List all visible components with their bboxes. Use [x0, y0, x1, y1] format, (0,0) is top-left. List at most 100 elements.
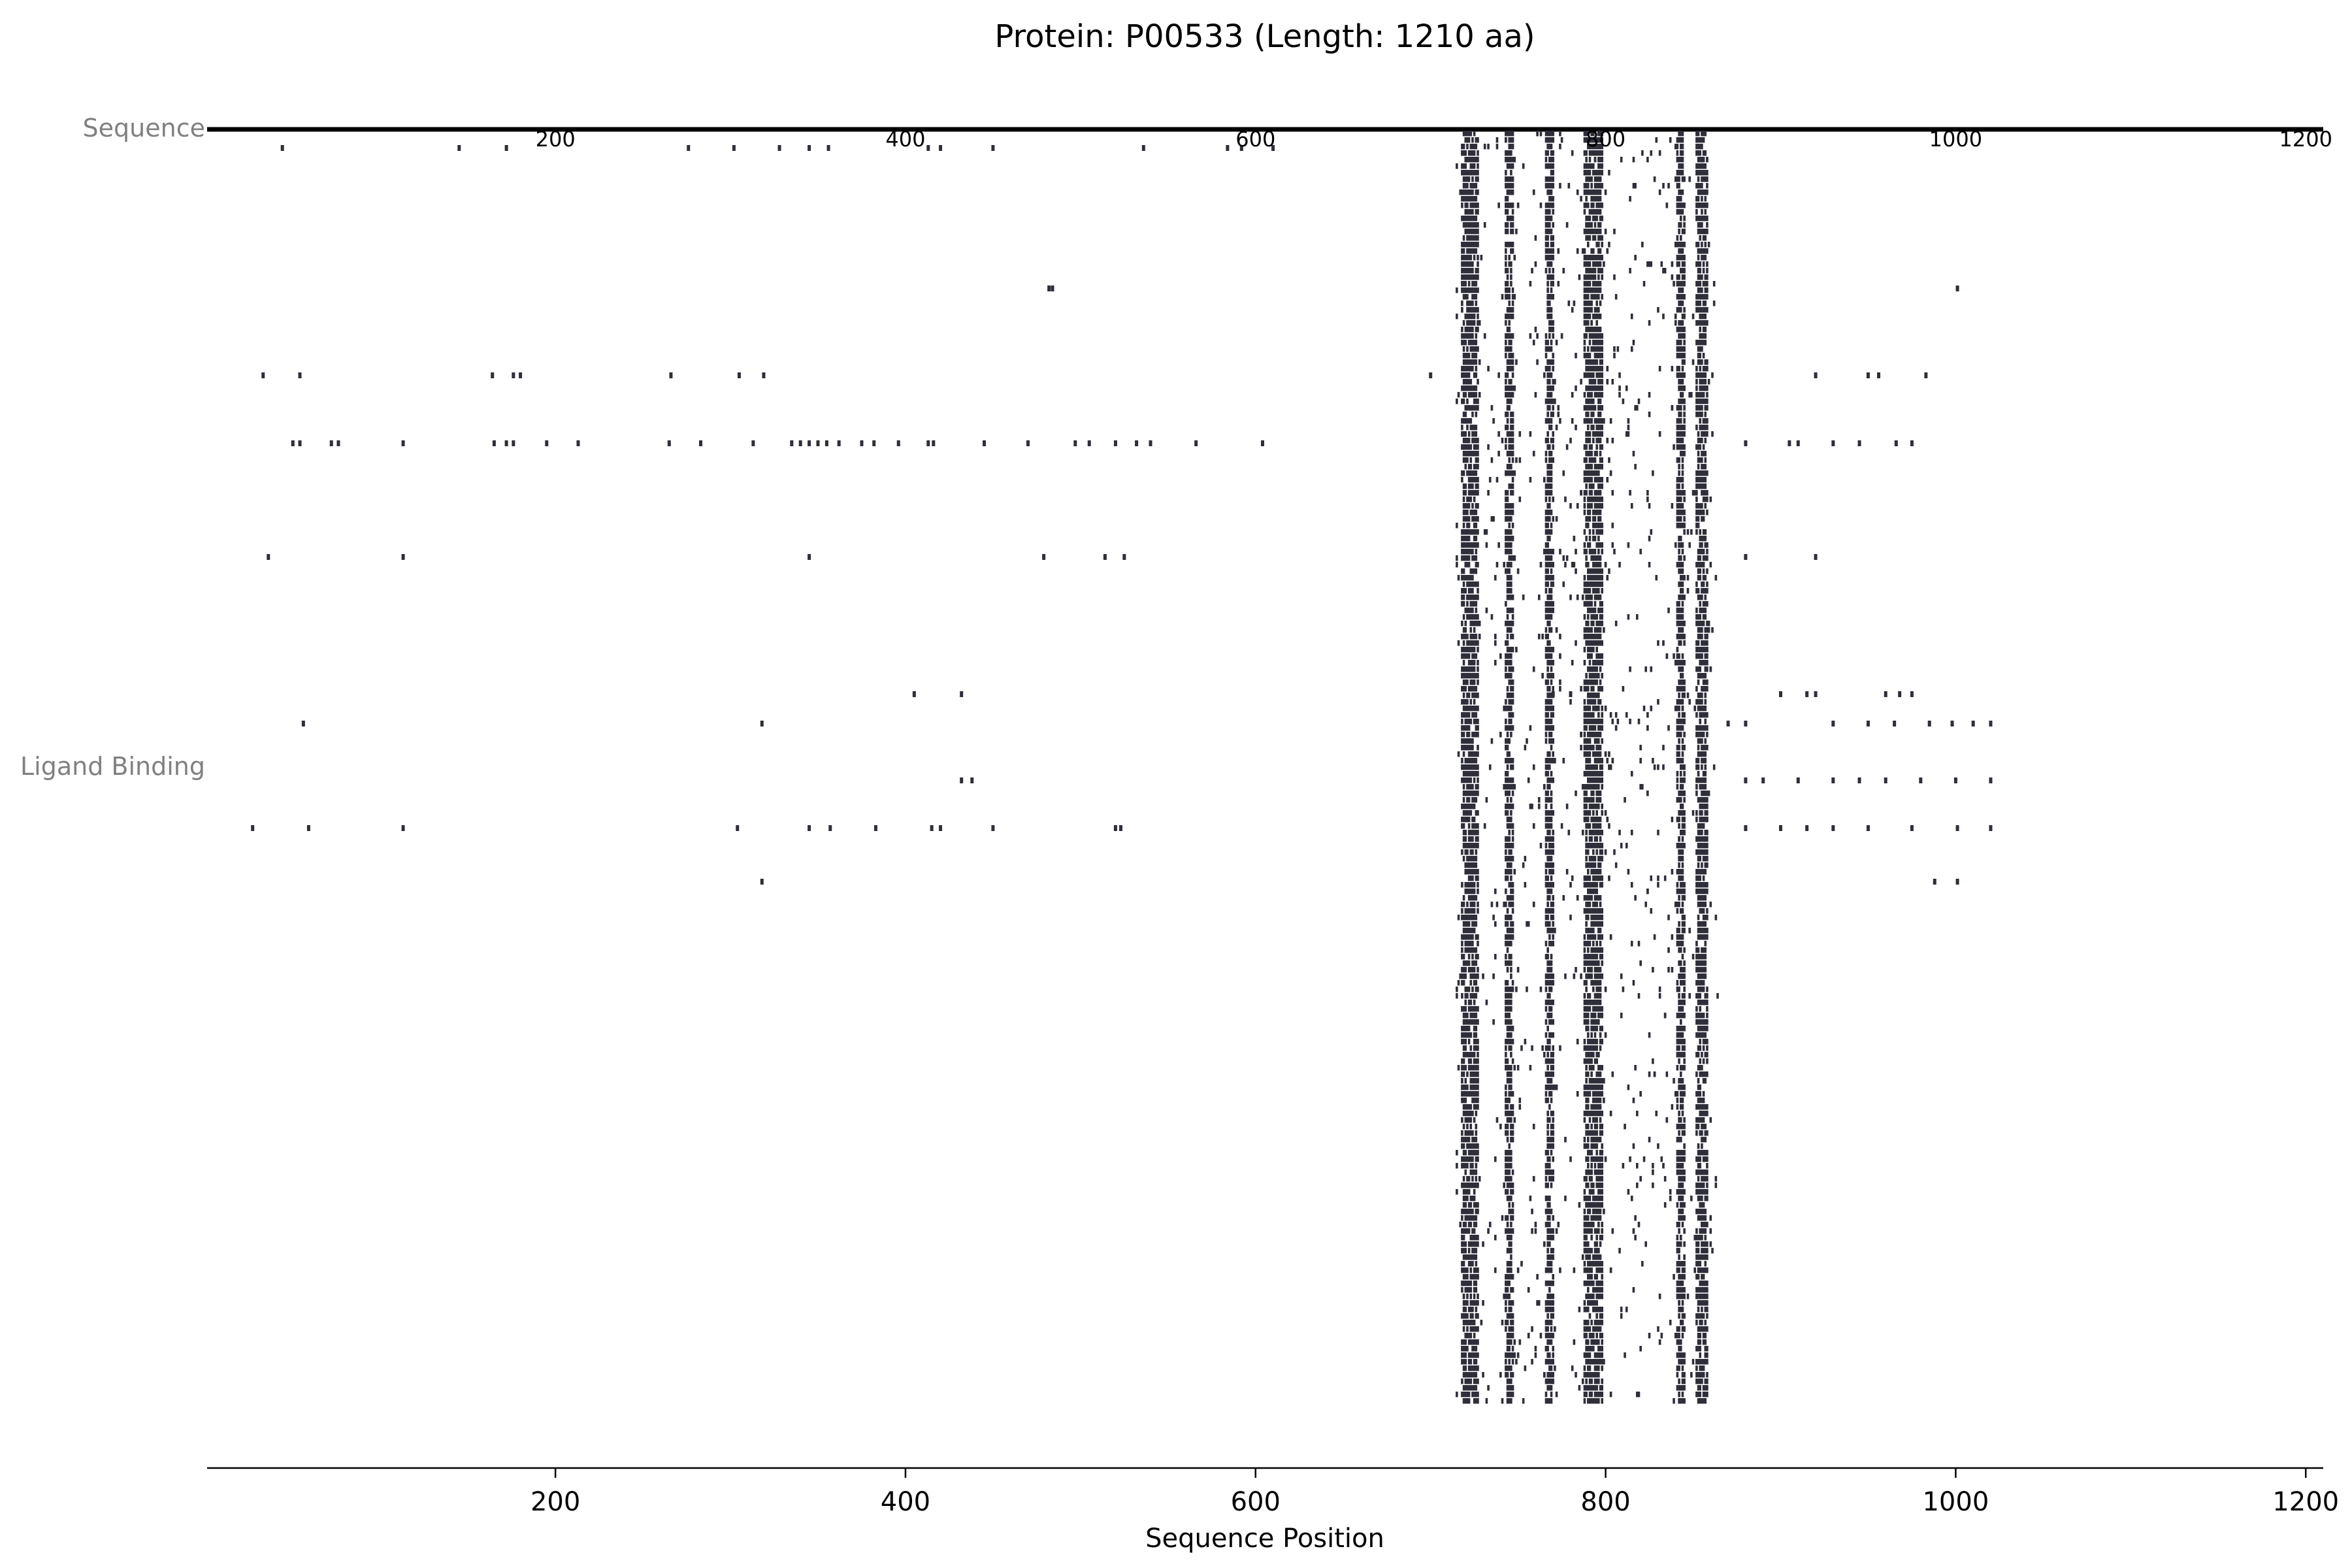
binding-mark — [1593, 1169, 1597, 1175]
binding-mark — [1464, 1339, 1467, 1345]
binding-mark — [1583, 581, 1586, 587]
binding-mark — [1601, 1013, 1604, 1019]
binding-mark — [1683, 451, 1686, 457]
binding-mark — [1592, 1281, 1595, 1286]
binding-mark — [1510, 1137, 1512, 1143]
binding-mark — [1548, 1222, 1551, 1228]
binding-mark — [1678, 163, 1680, 169]
binding-mark — [1548, 157, 1551, 163]
binding-mark — [1593, 568, 1597, 574]
binding-mark — [1681, 1307, 1684, 1313]
binding-mark — [1593, 1130, 1597, 1136]
binding-mark — [1467, 882, 1471, 888]
binding-mark — [1544, 516, 1548, 522]
binding-mark — [1597, 150, 1600, 156]
binding-mark — [1544, 980, 1548, 986]
binding-mark — [1505, 673, 1507, 679]
binding-mark — [1595, 869, 1598, 875]
binding-mark — [1552, 549, 1555, 555]
binding-mark — [1469, 418, 1473, 424]
binding-mark — [1546, 503, 1549, 509]
binding-mark — [1599, 1392, 1602, 1397]
binding-mark — [1510, 928, 1512, 934]
binding-mark — [1464, 817, 1467, 823]
binding-mark — [1510, 346, 1512, 352]
binding-mark — [1550, 555, 1553, 561]
binding-mark — [1550, 1032, 1553, 1038]
binding-mark — [1464, 889, 1467, 894]
binding-mark — [1592, 791, 1595, 796]
binding-mark — [1462, 595, 1465, 600]
binding-mark — [1461, 673, 1463, 679]
binding-mark — [1548, 346, 1551, 352]
binding-mark — [1676, 732, 1679, 738]
binding-mark — [1464, 1274, 1467, 1280]
binding-mark — [1586, 1137, 1590, 1143]
binding-mark — [1593, 784, 1597, 790]
binding-mark — [1471, 1320, 1474, 1326]
binding-mark — [1506, 327, 1509, 333]
binding-mark — [1676, 483, 1679, 489]
binding-mark — [1546, 536, 1549, 542]
binding-mark — [1595, 1398, 1598, 1404]
binding-mark — [1678, 399, 1680, 404]
binding-mark — [1467, 242, 1471, 248]
binding-mark — [1588, 529, 1592, 535]
binding-mark — [1466, 366, 1469, 372]
binding-mark — [1590, 732, 1593, 738]
binding-mark — [1585, 1124, 1588, 1130]
binding-mark — [1466, 987, 1469, 992]
binding-mark — [1593, 1261, 1597, 1267]
binding-mark — [1585, 359, 1588, 365]
binding-mark — [1473, 438, 1476, 444]
binding-mark — [1586, 712, 1590, 718]
binding-mark — [1595, 1143, 1598, 1149]
binding-mark — [1592, 1326, 1595, 1332]
binding-mark — [1466, 797, 1469, 803]
binding-mark — [1550, 314, 1553, 319]
binding-mark — [1469, 261, 1473, 267]
binding-mark — [1601, 542, 1604, 548]
binding-mark — [1475, 1078, 1478, 1084]
binding-mark — [1585, 555, 1588, 561]
binding-mark — [1592, 960, 1595, 966]
binding-mark — [1475, 137, 1478, 143]
binding-mark — [1592, 634, 1595, 640]
binding-mark — [1588, 157, 1592, 163]
binding-mark — [1510, 1019, 1512, 1025]
binding-mark — [1679, 1124, 1682, 1130]
binding-mark — [1471, 477, 1474, 483]
binding-mark — [1506, 1346, 1509, 1352]
binding-mark — [1597, 706, 1600, 711]
binding-mark — [1583, 392, 1586, 398]
binding-mark — [1467, 483, 1471, 489]
binding-mark — [1475, 444, 1478, 450]
binding-mark — [1505, 1091, 1507, 1097]
binding-mark — [1550, 588, 1553, 594]
binding-mark — [1544, 268, 1548, 274]
binding-mark — [1678, 1189, 1680, 1195]
binding-mark — [1588, 895, 1592, 901]
binding-mark — [1599, 869, 1602, 875]
binding-mark — [1681, 1045, 1684, 1051]
binding-mark — [1597, 327, 1600, 333]
binding-mark — [1597, 353, 1600, 359]
binding-mark — [1511, 699, 1514, 705]
binding-mark — [1475, 392, 1478, 398]
binding-mark — [1505, 745, 1507, 751]
binding-mark — [1466, 1032, 1469, 1038]
binding-mark — [1681, 882, 1684, 888]
binding-mark — [1552, 1313, 1555, 1319]
binding-mark — [1595, 281, 1598, 287]
binding-mark — [1508, 1000, 1511, 1005]
binding-mark — [1583, 1039, 1586, 1045]
binding-mark — [1464, 647, 1467, 653]
binding-mark — [1477, 673, 1479, 679]
binding-mark — [1511, 189, 1514, 195]
binding-mark — [1469, 1104, 1473, 1110]
binding-mark — [1676, 327, 1679, 333]
binding-mark — [1506, 1196, 1509, 1201]
binding-mark — [1586, 425, 1590, 431]
binding-mark — [1583, 1248, 1586, 1254]
binding-mark — [1505, 758, 1507, 764]
